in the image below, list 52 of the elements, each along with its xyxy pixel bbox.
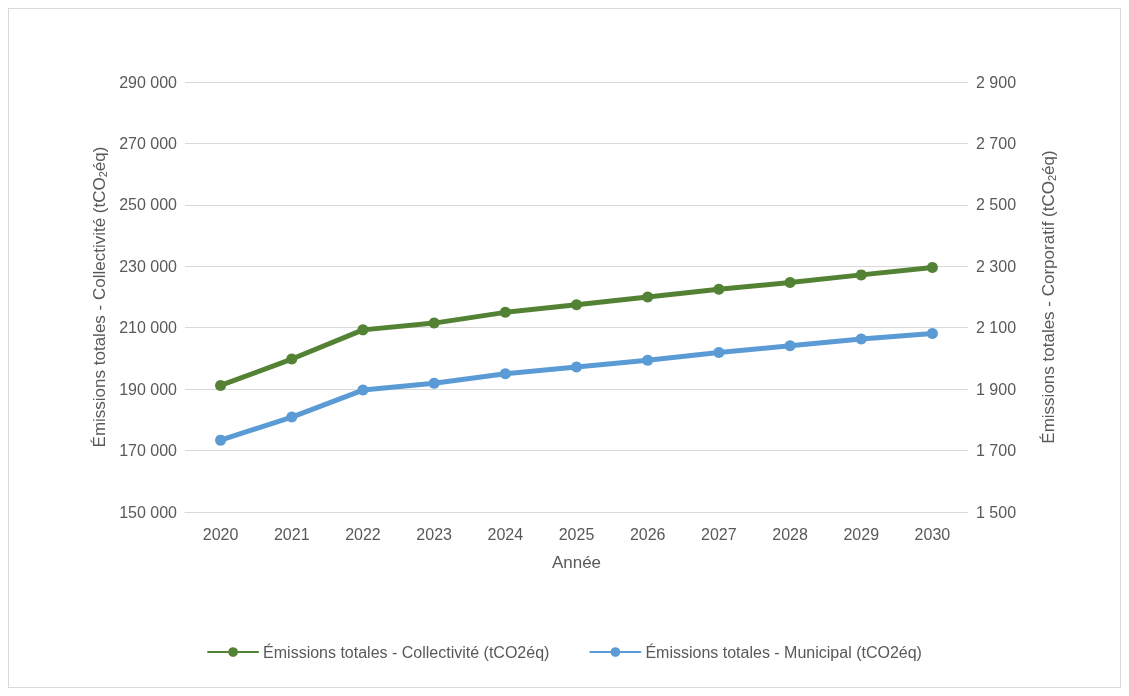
point (713, 347, 725, 359)
point (357, 384, 369, 396)
y2-tick-label: 2 500 (976, 196, 1017, 214)
x-axis-title: Année (551, 553, 602, 572)
point (428, 317, 440, 329)
point (499, 306, 511, 318)
point (855, 269, 867, 281)
y-tick-label: 270 000 (119, 134, 178, 152)
y-tick-label: 210 000 (119, 319, 178, 337)
x-tick-label: 2027 (701, 525, 737, 543)
point (784, 340, 796, 352)
point (855, 333, 867, 345)
y-tick-label: 230 000 (119, 257, 178, 275)
point (713, 283, 725, 295)
x-tick-label: 2023 (416, 525, 453, 543)
x-tick-label: 2028 (772, 525, 808, 543)
y-tick-label: 170 000 (119, 442, 178, 460)
point (357, 324, 369, 336)
y2-tick-label: 2 100 (976, 319, 1017, 337)
x-tick-label: 2029 (843, 525, 880, 543)
point (286, 353, 298, 365)
point (642, 354, 654, 366)
point (784, 277, 796, 289)
x-tick-label: 2026 (629, 525, 666, 543)
point (499, 368, 511, 380)
x-tick-label: 2025 (558, 525, 595, 543)
y2-tick-label: 1 900 (976, 380, 1017, 398)
point (571, 299, 582, 311)
x-tick-label: 2021 (273, 525, 310, 543)
point (428, 377, 440, 389)
y-tick-label: 190 000 (119, 380, 178, 398)
point (642, 291, 654, 303)
legend-label: Émissions totales - Collectivité (tCO2éq) (263, 642, 550, 661)
y-tick-label: 150 000 (119, 503, 178, 521)
point (926, 262, 938, 274)
point (571, 361, 582, 373)
point (926, 328, 938, 340)
y2-tick-label: 2 300 (976, 257, 1017, 275)
x-tick-label: 2030 (914, 525, 951, 543)
point (215, 434, 227, 446)
y2-tick-label: 1 700 (976, 442, 1017, 460)
point (215, 379, 227, 391)
legend-label: Émissions totales - Municipal (tCO2éq) (645, 642, 922, 661)
y2-tick-label: 2 700 (976, 134, 1017, 152)
x-tick-label: 2024 (487, 525, 524, 543)
y-tick-label: 290 000 (119, 73, 178, 91)
y-tick-label: 250 000 (119, 196, 178, 214)
y2-tick-label: 1 500 (976, 503, 1017, 521)
x-tick-label: 2022 (345, 525, 381, 543)
y2-tick-label: 2 900 (976, 73, 1017, 91)
point (286, 411, 298, 423)
x-tick-label: 2020 (202, 525, 239, 543)
